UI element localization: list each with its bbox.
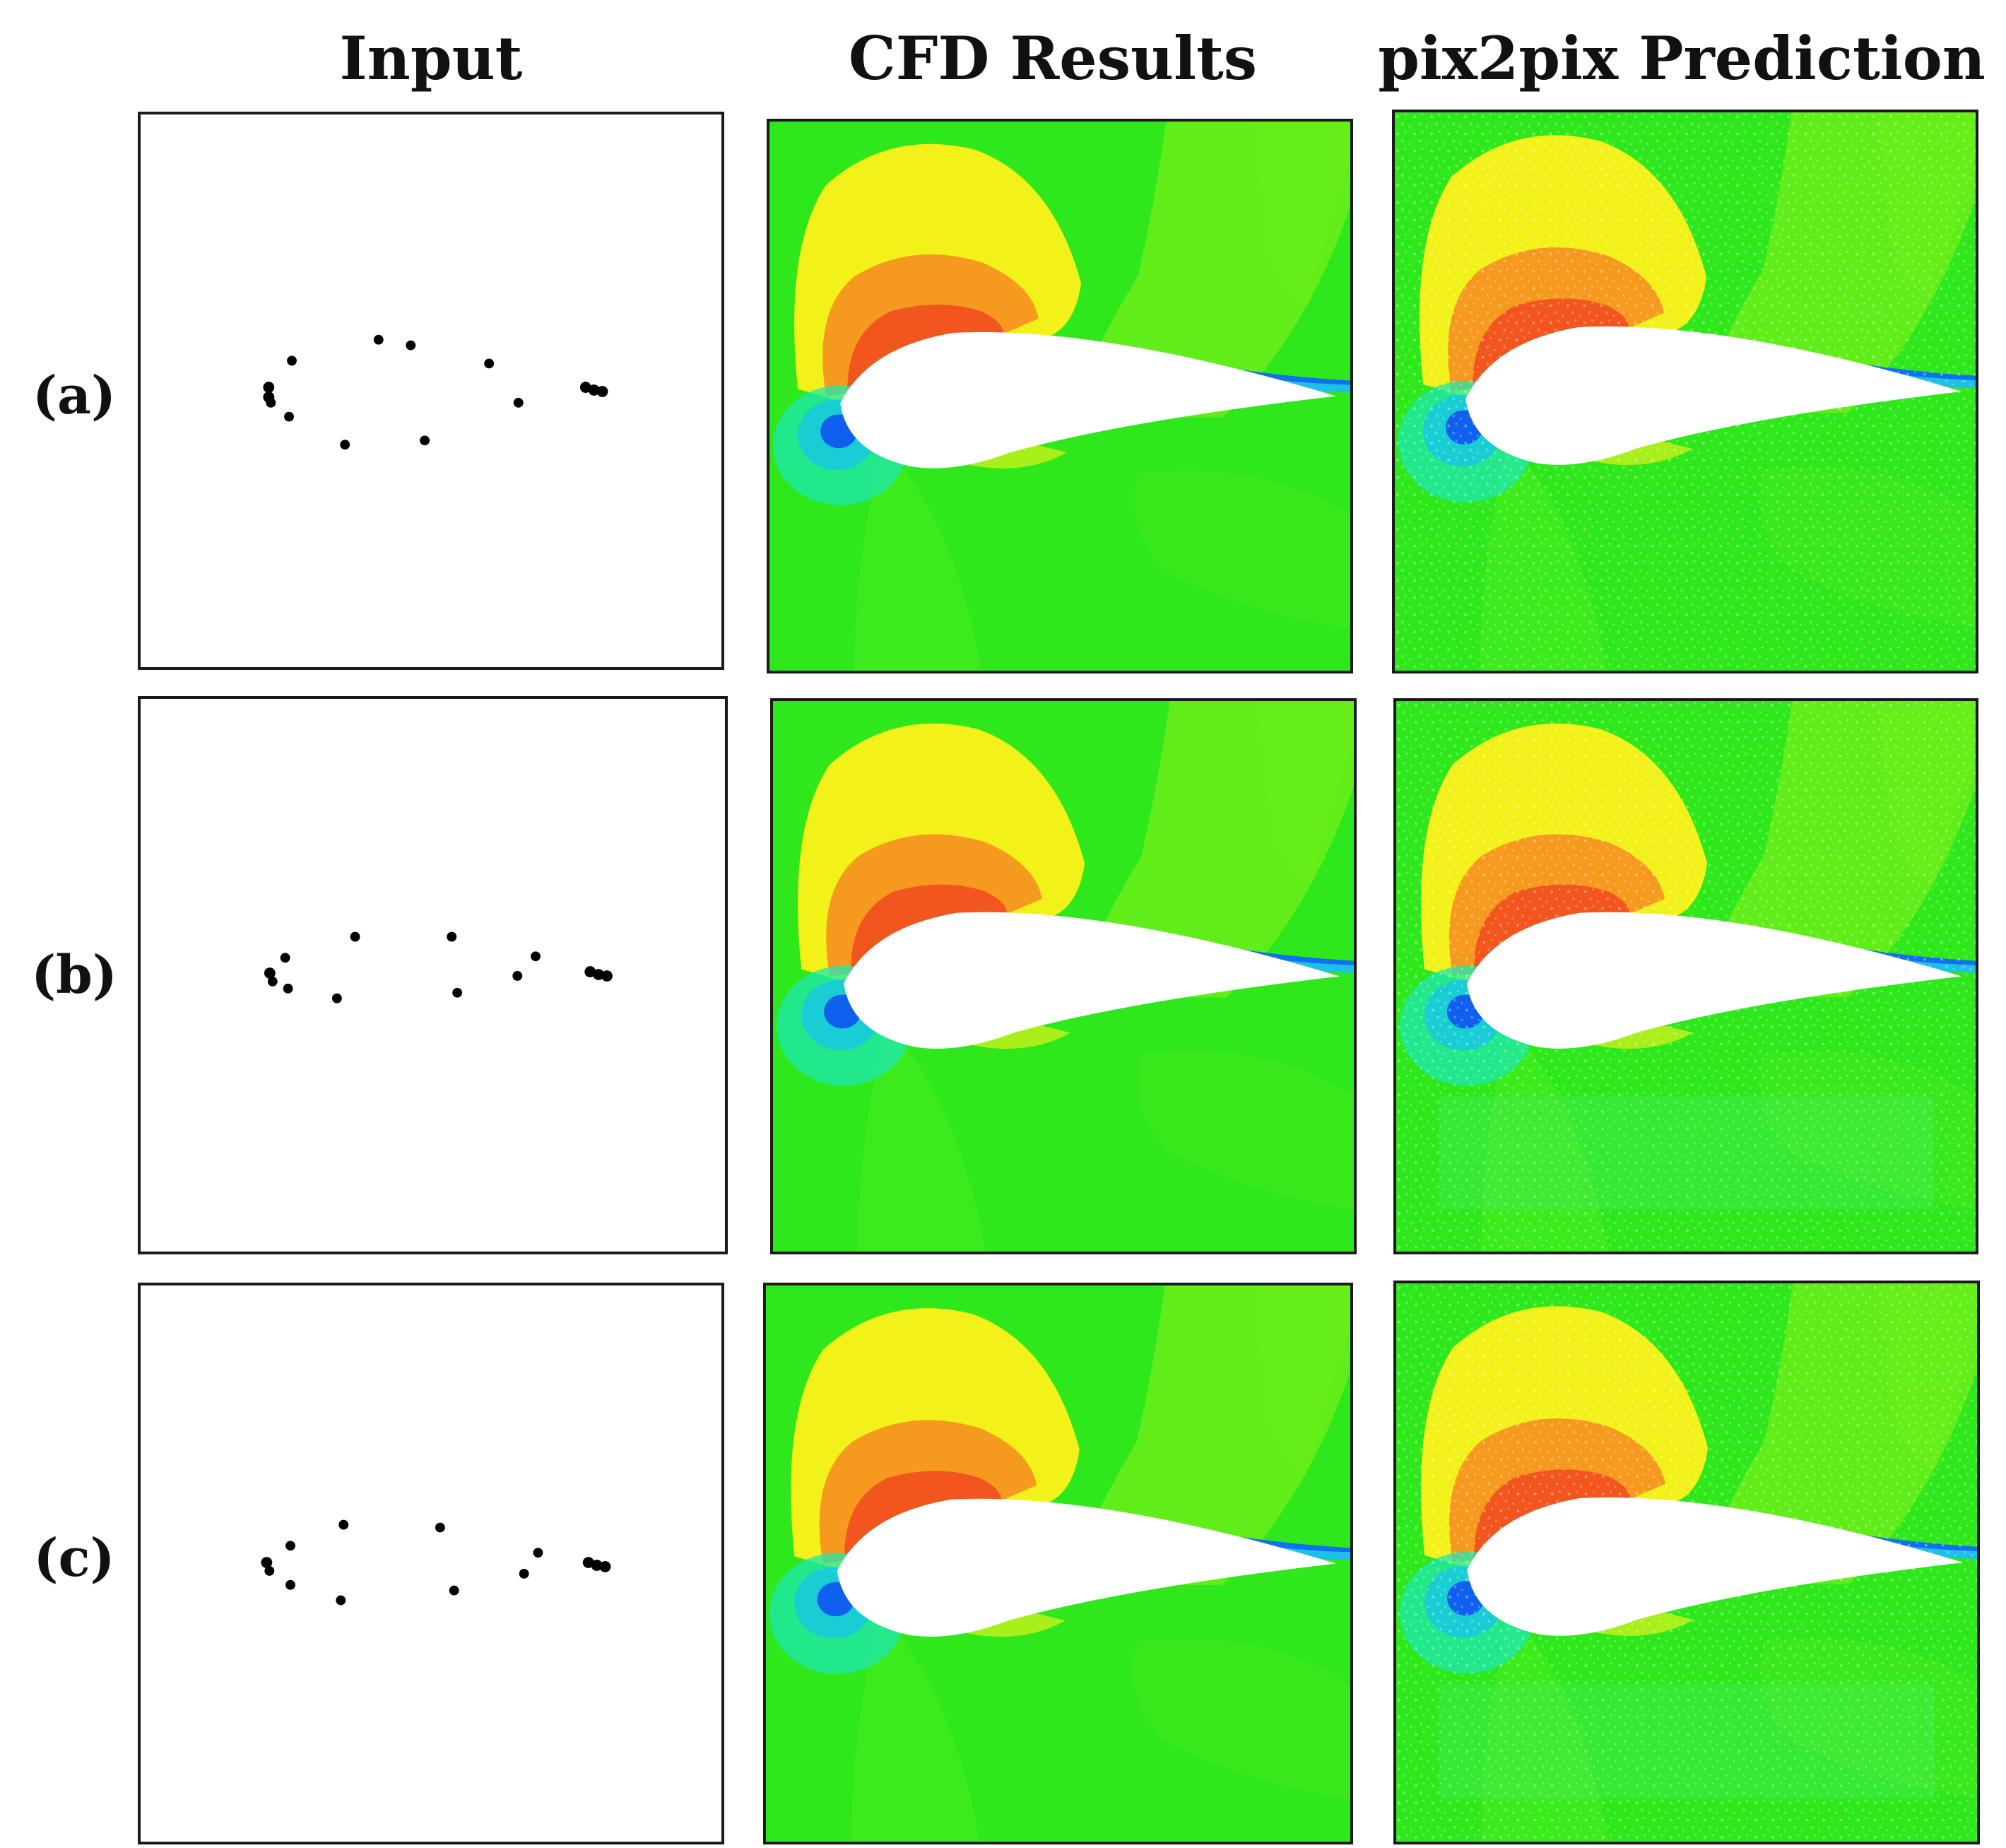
cfd-result-panel-b [770,698,1357,1254]
column-header-pix2pix-prediction: pix2pix Prediction [1378,23,1986,93]
cfd-flow-field-b [773,701,1354,1252]
cfd-result-panel-a [767,119,1353,673]
point-cloud-c [261,1519,611,1606]
column-header-input: Input [339,23,523,93]
point-cloud-a [263,334,608,450]
row-label-a: (a) [33,365,116,426]
input-panel-a [138,112,724,670]
cfd-flow-field-c [766,1285,1350,1842]
row-label-c: (c) [33,1528,115,1589]
pix2pix-prediction-panel-c [1393,1281,1980,1844]
row-label-b: (b) [31,945,117,1006]
cfd-result-panel-c [763,1283,1353,1844]
cfd-flow-field-a [769,122,1350,671]
column-header-cfd-results: CFD Results [848,23,1258,93]
pix2pix-prediction-panel-b [1393,698,1978,1254]
input-panel-c [138,1283,724,1844]
input-panel-b [138,696,728,1254]
pix2pix-prediction-panel-a [1392,110,1978,673]
point-cloud-b [264,931,613,1004]
pix2pix-flow-field-c [1396,1283,1977,1842]
pix2pix-flow-field-a [1395,112,1976,671]
pix2pix-flow-field-b [1396,701,1976,1252]
